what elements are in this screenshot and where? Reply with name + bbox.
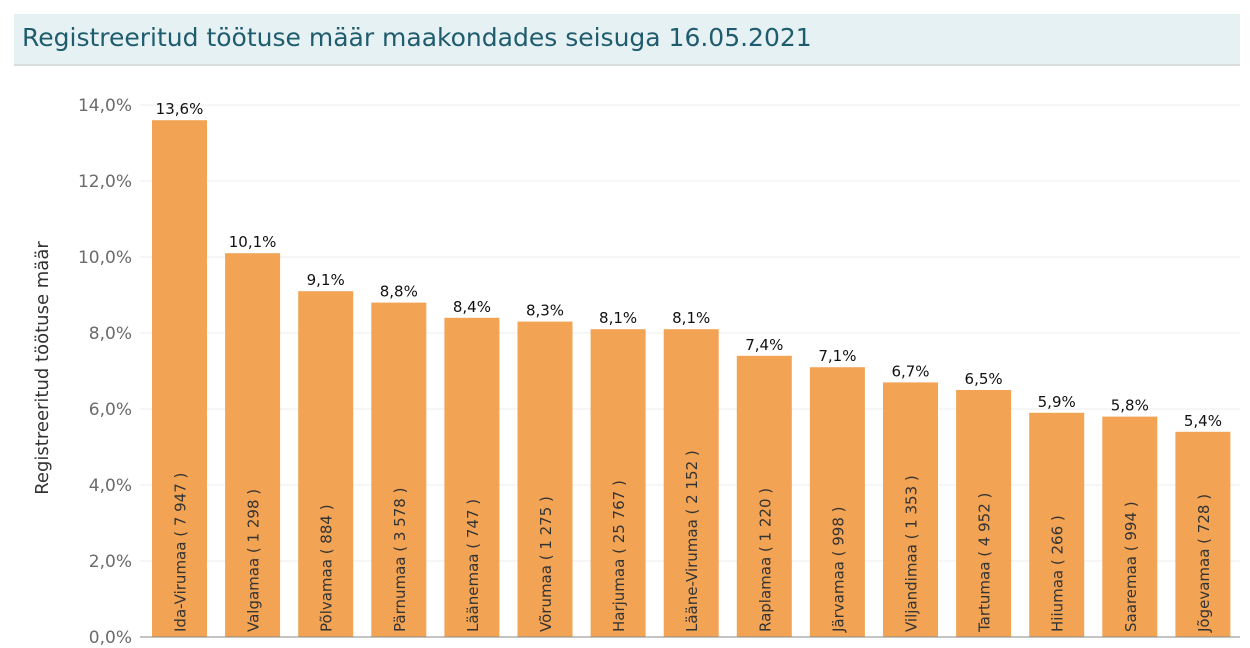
bar[interactable] [956, 390, 1012, 637]
data-label: 7,4% [745, 336, 783, 354]
data-label: 5,4% [1184, 412, 1222, 430]
data-label: 10,1% [229, 233, 277, 251]
data-label: 8,8% [380, 283, 418, 301]
category-label: Ida-Virumaa ( 7 947 ) [172, 473, 190, 632]
bar[interactable] [225, 253, 281, 637]
bar[interactable] [444, 317, 500, 637]
category-label: Järvamaa ( 998 ) [829, 507, 847, 634]
data-label: 8,3% [526, 302, 564, 320]
bar[interactable] [883, 382, 938, 637]
category-label: Tartumaa ( 4 952 ) [976, 493, 994, 633]
category-label: Viljandimaa ( 1 353 ) [903, 475, 921, 632]
data-label: 5,9% [1038, 393, 1076, 411]
data-label: 6,7% [891, 362, 929, 380]
bar[interactable] [1029, 412, 1085, 637]
category-label: Jõgevamaa ( 728 ) [1195, 494, 1213, 633]
bar[interactable] [1102, 416, 1158, 637]
y-tick-label: 8,0% [89, 324, 132, 344]
category-label: Harjumaa ( 25 767 ) [610, 480, 628, 632]
y-tick-label: 10,0% [78, 248, 132, 268]
bar[interactable] [590, 329, 646, 637]
category-label: Võrumaa ( 1 275 ) [537, 496, 555, 632]
bar[interactable] [298, 291, 354, 637]
category-label: Pärnumaa ( 3 578 ) [391, 488, 409, 632]
title-bar: Registreeritud töötuse määr maakondades … [14, 14, 1240, 66]
data-label: 8,4% [453, 298, 491, 316]
bar[interactable] [809, 367, 865, 637]
category-label: Valgamaa ( 1 298 ) [245, 489, 263, 632]
data-label: 7,1% [818, 347, 856, 365]
data-label: 13,6% [156, 100, 204, 118]
y-tick-label: 12,0% [78, 172, 132, 192]
y-tick-label: 4,0% [89, 476, 132, 496]
y-tick-label: 6,0% [89, 400, 132, 420]
bar[interactable] [663, 329, 719, 637]
category-label: Läänemaa ( 747 ) [464, 499, 482, 632]
bar[interactable] [736, 355, 792, 637]
data-label: 8,1% [599, 309, 637, 327]
bar[interactable] [371, 302, 427, 637]
y-tick-label: 14,0% [78, 96, 132, 116]
category-label: Lääne-Virumaa ( 2 152 ) [683, 450, 701, 632]
data-label: 6,5% [965, 370, 1003, 388]
y-tick-label: 0,0% [89, 628, 132, 648]
y-axis-label: Registreeritud töötuse määr [32, 241, 53, 495]
data-label: 8,1% [672, 309, 710, 327]
bar[interactable] [152, 120, 207, 637]
bar[interactable] [517, 321, 573, 637]
category-label: Saaremaa ( 994 ) [1122, 501, 1140, 632]
data-label: 9,1% [307, 271, 345, 289]
category-label: Raplamaa ( 1 220 ) [756, 488, 774, 632]
y-tick-label: 2,0% [89, 552, 132, 572]
data-label: 5,8% [1111, 397, 1149, 415]
category-label: Hiiumaa ( 266 ) [1049, 515, 1067, 632]
category-label: Põlvamaa ( 884 ) [318, 504, 336, 632]
page-title: Registreeritud töötuse määr maakondades … [22, 23, 812, 52]
bar[interactable] [1175, 431, 1231, 637]
